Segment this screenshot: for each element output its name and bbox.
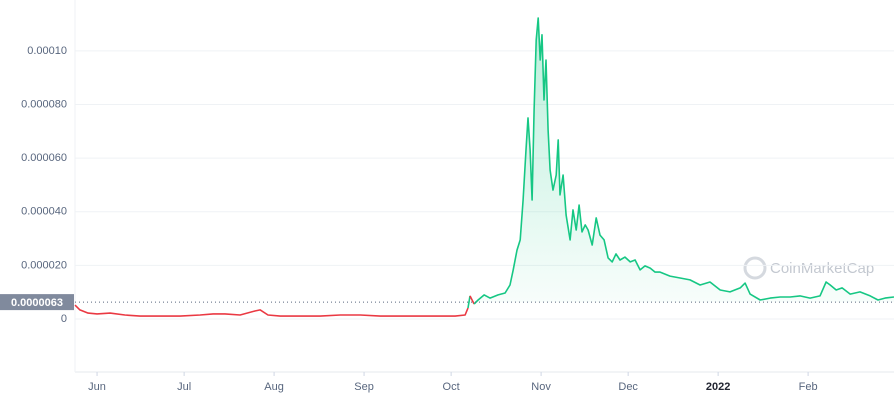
y-tick-label: 0.000080 <box>21 98 67 110</box>
x-tick-label: Sep <box>354 381 374 393</box>
x-tick-label: Dec <box>618 381 638 393</box>
price-line <box>467 295 471 309</box>
area <box>474 18 894 304</box>
y-tick-label: 0.00010 <box>27 45 67 57</box>
x-tick-label: Nov <box>531 381 551 393</box>
y-tick-label: 0.000020 <box>21 259 67 271</box>
y-tick-label: 0.000040 <box>21 206 67 218</box>
price-line <box>469 295 475 305</box>
x-tick-label: Aug <box>264 381 284 393</box>
reference-label-box <box>0 294 74 311</box>
price-line <box>74 304 469 317</box>
x-tick-label: Oct <box>443 381 460 393</box>
x-tick-label: Jun <box>88 381 106 393</box>
x-tick-label: Feb <box>799 381 818 393</box>
reference-label: 0.0000063 <box>11 297 63 309</box>
y-tick-label: 0 <box>61 313 67 325</box>
x-tick-label: 2022 <box>706 381 730 393</box>
price-line <box>473 17 894 305</box>
watermark: CoinMarketCap <box>770 260 874 277</box>
x-tick-label: Jul <box>177 381 191 393</box>
watermark-logo <box>743 256 767 280</box>
y-tick-label: 0.000060 <box>21 152 67 164</box>
